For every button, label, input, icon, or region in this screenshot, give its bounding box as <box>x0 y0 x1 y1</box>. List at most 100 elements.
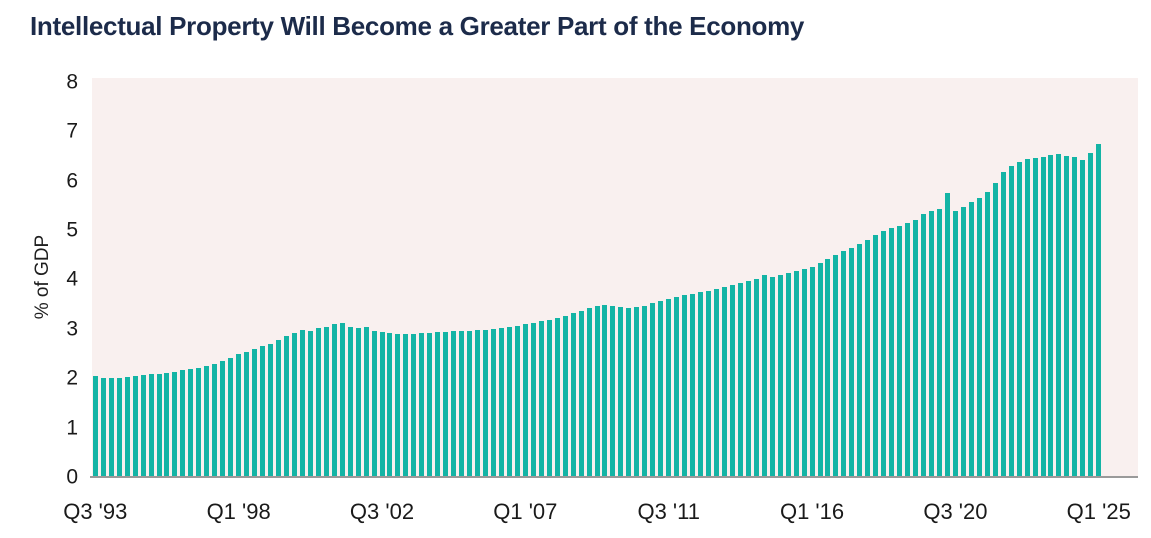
bar <box>299 330 305 477</box>
bar <box>268 343 273 477</box>
bar <box>148 374 154 477</box>
bar <box>849 247 855 477</box>
bar <box>196 367 202 477</box>
bar <box>610 306 616 477</box>
bar <box>140 375 146 477</box>
bar <box>729 285 735 477</box>
y-tick-label: 4 <box>66 267 78 291</box>
bar <box>1088 152 1094 477</box>
y-tick-label: 5 <box>66 218 78 242</box>
bar <box>363 326 369 477</box>
bar <box>976 198 982 477</box>
bar <box>1096 144 1102 477</box>
bar <box>506 326 512 477</box>
bar <box>1048 154 1054 477</box>
bar <box>857 243 863 477</box>
bar <box>355 328 361 477</box>
bar <box>108 378 114 477</box>
bar <box>992 183 998 477</box>
x-tick-label: Q3 '11 <box>637 499 700 524</box>
bar <box>960 207 966 477</box>
bar <box>483 329 489 477</box>
bar <box>833 255 839 477</box>
bar <box>92 376 98 477</box>
bar <box>236 354 242 477</box>
bar <box>793 270 799 477</box>
bar <box>634 307 640 477</box>
bar <box>188 368 194 477</box>
bar <box>562 315 568 477</box>
bar <box>618 307 624 477</box>
bar <box>801 269 807 477</box>
bar <box>745 281 751 477</box>
bar <box>1024 159 1030 477</box>
bar <box>291 333 297 477</box>
bar <box>275 340 281 477</box>
bar <box>252 348 258 477</box>
bar <box>1080 159 1086 477</box>
bar <box>260 346 266 477</box>
bar <box>323 326 329 477</box>
bar <box>602 304 608 477</box>
y-tick-label: 2 <box>66 366 78 390</box>
bar <box>228 357 234 477</box>
bar <box>674 297 680 477</box>
bar <box>212 363 218 477</box>
x-tick-label: Q1 '25 <box>1066 499 1131 524</box>
bar <box>307 331 313 477</box>
bar <box>180 369 186 477</box>
bar <box>411 333 417 477</box>
bar <box>666 299 672 477</box>
bar <box>626 307 632 477</box>
bar <box>913 219 919 477</box>
x-tick-label: Q1 '98 <box>206 499 271 524</box>
bar <box>785 272 791 477</box>
bar <box>100 377 106 477</box>
bar <box>578 310 584 477</box>
bar <box>124 377 130 477</box>
bar <box>347 326 353 477</box>
bar <box>451 331 457 477</box>
bar <box>283 336 289 477</box>
bar <box>156 373 162 477</box>
bar <box>881 231 887 477</box>
bar <box>1056 154 1062 477</box>
bar <box>538 321 544 477</box>
bar <box>650 303 656 477</box>
bar <box>897 226 903 477</box>
bar <box>498 327 504 477</box>
bar <box>514 325 520 477</box>
bar <box>761 275 767 477</box>
bar <box>713 289 719 477</box>
bar <box>984 192 990 477</box>
x-tick-label: Q1 '07 <box>493 499 558 524</box>
bar <box>204 365 210 477</box>
y-tick-label: 6 <box>66 169 78 193</box>
bar <box>777 274 783 477</box>
bar <box>905 222 911 477</box>
x-tick-label: Q3 '02 <box>349 499 415 524</box>
bar <box>1016 161 1022 477</box>
bar <box>753 279 759 477</box>
bar <box>395 334 401 477</box>
bar <box>522 324 528 477</box>
chart-title: Intellectual Property Will Become a Grea… <box>30 11 805 41</box>
bar <box>379 332 385 477</box>
bar <box>698 292 704 477</box>
bar <box>817 263 823 477</box>
bar <box>865 239 871 477</box>
bar <box>769 277 775 477</box>
bar <box>921 214 927 477</box>
bar <box>403 334 409 477</box>
bar <box>594 305 600 477</box>
y-tick-label: 8 <box>66 70 78 94</box>
bar <box>419 333 425 477</box>
bar <box>944 192 950 477</box>
bar <box>371 330 377 477</box>
bar <box>809 266 815 477</box>
bar <box>546 319 552 477</box>
y-tick-label: 3 <box>66 317 78 341</box>
bar <box>491 328 496 477</box>
x-tick-label: Q1 '16 <box>779 499 845 524</box>
